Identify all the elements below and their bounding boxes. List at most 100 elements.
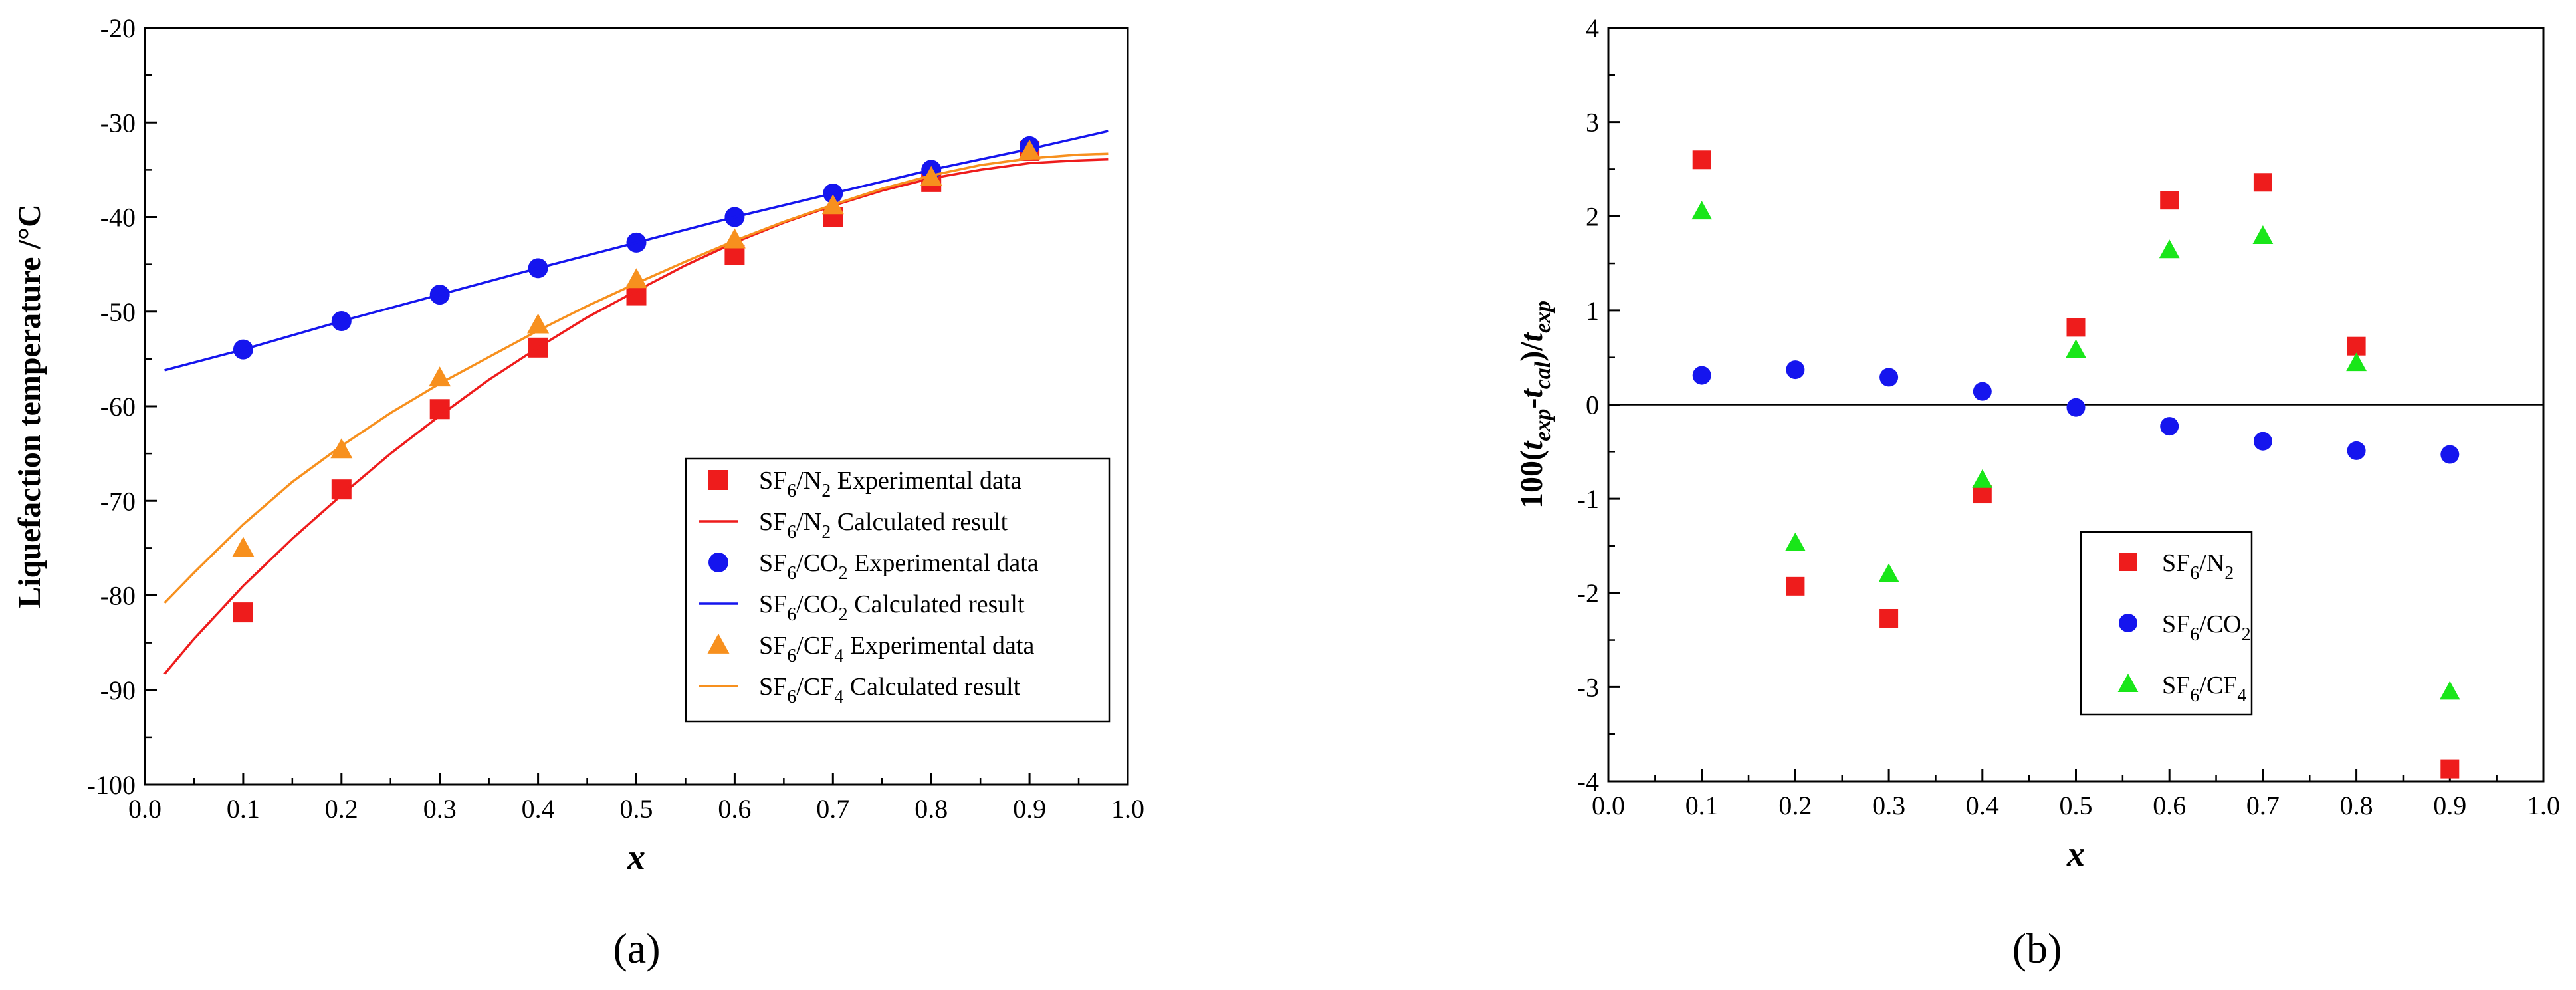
series-0 <box>1692 150 2460 779</box>
legend-label-tail: Experimental data <box>848 549 1039 577</box>
data-point-triangle <box>232 537 255 557</box>
x-tick-label: 0.1 <box>227 794 260 824</box>
y-title-t: t <box>1514 332 1549 342</box>
x-tick-label: 0.3 <box>1872 791 1905 820</box>
legend-label-sub1: 6 <box>787 646 796 666</box>
x-tick-label: 0.2 <box>325 794 358 824</box>
legend-marker-square <box>708 470 728 490</box>
x-tick-label: 0.9 <box>1013 794 1046 824</box>
y-title-sub-exp: exp <box>1531 409 1555 441</box>
y-title-t: t <box>1514 440 1549 450</box>
y-tick-label: -2 <box>1577 578 1599 608</box>
series-3 <box>164 130 1109 372</box>
legend-label: SF6/CO2 Calculated result <box>759 590 1025 625</box>
data-point-triangle <box>1018 139 1041 160</box>
series-2 <box>233 136 1040 360</box>
legend-label-sub2: 4 <box>2237 685 2246 706</box>
legend-box <box>2080 531 2253 716</box>
x-tick-label: 0.7 <box>816 794 849 824</box>
legend-label-base: SF <box>759 590 787 618</box>
legend-marker-square <box>2119 553 2137 571</box>
data-point-circle <box>1973 382 1992 401</box>
data-point-square <box>1692 150 1711 170</box>
y-tick-label: 0 <box>1586 390 1599 420</box>
data-point-triangle <box>2252 225 2274 244</box>
series-line <box>164 130 1109 372</box>
panel-b-deviation-chart: 0.0 0.1 0.2 0.3 0.4 0.5 0.6 0.7 0.8 0.9 1.0-4-3-2-… <box>1514 13 2560 972</box>
legend-label-base: SF <box>759 508 787 536</box>
data-point-square <box>2160 191 2179 210</box>
legend-label-sub2: 2 <box>821 481 831 501</box>
data-point-triangle <box>1878 563 1899 582</box>
legend-label-mid: /CF <box>2199 672 2237 699</box>
y-tick-label: -80 <box>100 581 136 611</box>
x-tick-label: 0.7 <box>2246 791 2280 820</box>
y-title-dash: - <box>1514 398 1549 409</box>
x-tick-label: 0.8 <box>914 794 948 824</box>
y-title-t: t <box>1514 388 1549 398</box>
legend-marker-triangle <box>2117 674 2139 692</box>
legend-marker-circle <box>2119 614 2137 632</box>
legend-label-sub2: 2 <box>2224 563 2234 584</box>
data-point-circle <box>2160 417 2179 436</box>
y-tick-label: -4 <box>1577 767 1599 797</box>
y-tick-label: 1 <box>1586 296 1599 326</box>
legend-label-mid: /CF <box>796 632 834 660</box>
x-tick-label: 0.6 <box>2153 791 2186 820</box>
x-tick-label: 0.9 <box>2433 791 2466 820</box>
data-point-triangle <box>2439 681 2460 700</box>
x-tick-label: 0.8 <box>2340 791 2373 820</box>
y-tick-label: -40 <box>100 203 136 233</box>
data-point-triangle <box>625 268 647 289</box>
series-5 <box>163 152 1109 604</box>
legend-label-base: SF <box>2162 672 2190 699</box>
legend-label-sub2: 2 <box>839 604 848 625</box>
y-tick-label: -70 <box>100 486 136 516</box>
legend-label-sub2: 2 <box>2242 624 2251 645</box>
panel-label-b: (b) <box>2012 925 2062 972</box>
legend-label-sub1: 6 <box>787 687 796 707</box>
x-tick-label: 1.0 <box>1111 794 1144 824</box>
data-point-triangle <box>2066 339 2086 358</box>
legend-label-tail: Experimental data <box>831 467 1021 495</box>
legend-label-sub1: 6 <box>2190 563 2199 584</box>
x-tick-label: 0.5 <box>620 794 653 824</box>
legend-label: SF6/N2 <box>2162 549 2234 584</box>
legend-label-sub2: 4 <box>834 646 843 666</box>
data-point-circle <box>2347 441 2366 460</box>
data-point-square <box>2347 336 2366 356</box>
series-2 <box>1691 201 2460 700</box>
data-point-square <box>1786 576 1805 596</box>
y-tick-label: 2 <box>1586 201 1599 231</box>
data-point-triangle <box>330 438 353 459</box>
legend-label-mid: /N <box>2199 549 2224 577</box>
series-1 <box>1692 360 2460 464</box>
legend-label-tail: Calculated result <box>831 508 1008 536</box>
legend-label-mid: /CO <box>796 549 838 577</box>
panel-a-liquefaction-chart: 0.0 0.1 0.2 0.3 0.4 0.5 0.6 0.7 0.8 0.9 1.0 -100 -90… <box>12 13 1144 972</box>
legend-marker-triangle <box>707 633 730 654</box>
data-point-triangle <box>1785 532 1806 551</box>
legend-label-base: SF <box>759 549 787 577</box>
x-tick-label: 0.2 <box>1778 791 1812 820</box>
data-point-triangle <box>1691 201 1713 220</box>
data-point-circle <box>2066 398 2086 417</box>
legend-label-sub1: 6 <box>2190 624 2199 645</box>
legend-label: SF6/CF4 Calculated result <box>759 673 1021 707</box>
x-axis-title: x <box>627 837 645 877</box>
legend-label-sub2: 2 <box>821 522 831 543</box>
data-point-square <box>233 602 253 623</box>
legend-label-mid: /CF <box>796 673 834 701</box>
x-tick-label: 0.1 <box>1685 791 1719 820</box>
x-tick-label: 0.5 <box>2060 791 2093 820</box>
data-point-triangle <box>2159 239 2180 259</box>
y-tick-label: 3 <box>1586 108 1599 138</box>
y-title-sub-exp: exp <box>1531 301 1555 333</box>
x-tick-label: 0.3 <box>423 794 457 824</box>
legend-label-sub2: 4 <box>834 687 843 707</box>
legend-label-tail: Experimental data <box>843 632 1034 660</box>
legend-label-tail: Calculated result <box>848 590 1025 618</box>
